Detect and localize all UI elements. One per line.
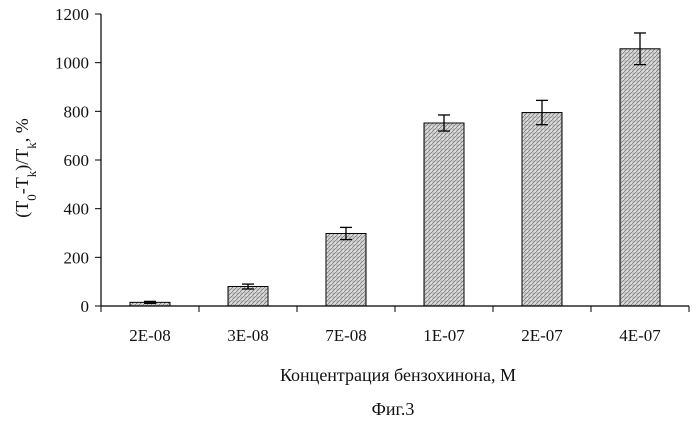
y-tick-label: 200	[64, 248, 90, 267]
x-tick-label: 2E-08	[129, 326, 171, 345]
y-tick-label: 400	[64, 200, 90, 219]
x-tick-label: 4E-07	[619, 326, 661, 345]
error-bars-group	[144, 33, 646, 303]
x-axis-title: Концентрация бензохинона, М	[280, 365, 516, 385]
figure-caption: Фиг.3	[372, 399, 415, 419]
x-tick-label: 1E-07	[423, 326, 465, 345]
y-tick-label: 0	[81, 297, 90, 316]
x-tick-label: 7E-08	[325, 326, 367, 345]
bar-4E-07	[620, 49, 660, 306]
y-tick-label: 1000	[55, 54, 89, 73]
y-tick-label: 600	[64, 151, 90, 170]
x-ticks-group: 2E-08 3E-08 7E-08 1E-07 2E-07 4E-07	[101, 306, 689, 345]
bar-1E-07	[424, 123, 464, 306]
y-tick-label: 1200	[55, 5, 89, 24]
bar-2E-07	[522, 113, 562, 306]
x-tick-label: 2E-07	[521, 326, 563, 345]
y-axis-title: (T0-Tk)/Tk, %	[12, 118, 39, 218]
x-tick-label: 3E-08	[227, 326, 269, 345]
bar-7E-08	[326, 233, 366, 306]
bars-group	[130, 49, 660, 306]
y-tick-label: 800	[64, 102, 90, 121]
y-ticks-group: 0 200 400 600 800 1000 1200	[55, 5, 101, 316]
